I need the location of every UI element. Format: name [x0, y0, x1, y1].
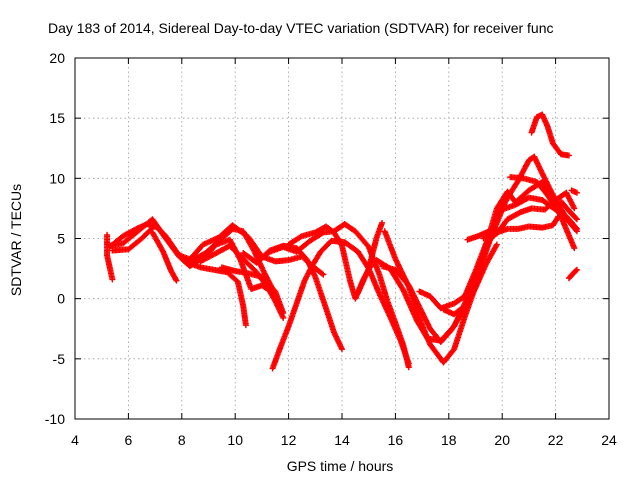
data-marks: [104, 111, 580, 372]
y-tick-label: 10: [49, 170, 65, 186]
y-tick-label: -10: [45, 411, 65, 427]
series-track-v: [557, 198, 580, 223]
data-point: [320, 271, 327, 278]
data-point: [493, 241, 500, 248]
data-point: [280, 310, 287, 317]
data-point: [319, 270, 326, 277]
data-point: [485, 228, 492, 235]
series-track-h: [218, 264, 287, 317]
y-tick-label: 15: [49, 110, 65, 126]
data-point: [572, 224, 579, 231]
series-track-y: [104, 231, 116, 283]
series-track-d: [149, 229, 180, 284]
series-track-u: [528, 111, 572, 159]
data-point: [573, 267, 580, 274]
data-point: [242, 322, 249, 329]
data-point: [173, 277, 180, 284]
x-axis-label: GPS time / hours: [287, 458, 394, 474]
chart-title: Day 183 of 2014, Sidereal Day-to-day VTE…: [48, 20, 554, 36]
x-tick-label: 12: [281, 432, 297, 448]
x-tick-label: 6: [125, 432, 133, 448]
data-point: [573, 189, 580, 196]
data-point: [571, 205, 578, 212]
y-tick-label: 20: [49, 50, 65, 66]
data-point: [109, 276, 116, 283]
data-point: [565, 152, 572, 159]
data-point: [554, 215, 561, 222]
series-track-s: [464, 228, 492, 243]
series-track-q: [440, 241, 500, 318]
data-point: [571, 245, 578, 252]
data-point: [572, 215, 579, 222]
x-tick-label: 18: [441, 432, 457, 448]
y-tick-label: -5: [53, 351, 66, 367]
x-tick-label: 10: [227, 432, 243, 448]
x-tick-label: 24: [601, 432, 617, 448]
y-axis-label: SDTVAR / TECUs: [8, 184, 24, 296]
data-point: [339, 346, 345, 353]
x-tick-label: 20: [494, 432, 510, 448]
axis-ticks: 4 6 8 10 12 14 16 18 20 22 24 -10 -5 0 5 10 15 20: [45, 50, 617, 448]
x-tick-label: 8: [178, 432, 186, 448]
series-track-r: [480, 189, 578, 242]
y-tick-label: 5: [57, 231, 65, 247]
x-tick-label: 16: [388, 432, 404, 448]
data-point: [573, 266, 580, 273]
series-track-x: [565, 266, 580, 282]
data-point: [555, 213, 562, 220]
series-track-w: [568, 187, 580, 196]
series-track-l: [355, 219, 386, 296]
data-point: [379, 219, 386, 226]
data-point: [405, 360, 412, 367]
y-tick-label: 0: [57, 291, 65, 307]
x-tick-label: 14: [334, 432, 350, 448]
data-point: [573, 216, 580, 223]
grid: [75, 58, 609, 419]
x-tick-label: 4: [71, 432, 79, 448]
series-track-t: [507, 174, 580, 232]
data-point: [573, 225, 580, 232]
series-track-j: [269, 237, 412, 372]
x-tick-label: 22: [548, 432, 564, 448]
